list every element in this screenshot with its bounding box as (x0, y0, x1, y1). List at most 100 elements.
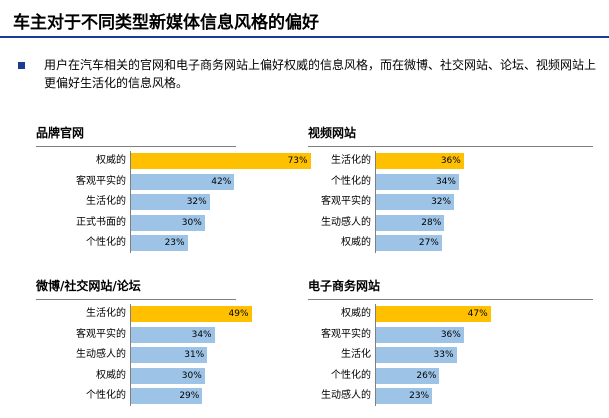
bar-value-label: 30% (181, 217, 202, 228)
description-text: 用户在汽车相关的官网和电子商务网站上偏好权威的信息风格，而在微博、社交网站、论坛… (44, 58, 597, 90)
bar (131, 306, 252, 322)
bar-value-label: 29% (179, 391, 200, 401)
bar-value-label: 23% (164, 238, 185, 248)
chart-title-divider (308, 146, 593, 147)
bar-row: 个性化的 26% (308, 367, 570, 384)
bar (131, 326, 215, 343)
category-label: 客观平实的 (76, 328, 126, 340)
bar-value-label: 33% (433, 350, 454, 360)
bar-row: 客观平实的 34% (36, 326, 327, 343)
category-label: 个性化的 (331, 175, 371, 187)
chart-video-website: 视频网站生活化的 36% 个性化的 34% 客观平实的 32% 生动感人的 28% 权威的 27% (308, 124, 593, 259)
bar-row: 客观平实的 36% (308, 326, 570, 343)
bar (131, 153, 311, 169)
category-label: 权威的 (96, 155, 126, 166)
title-divider (0, 36, 609, 38)
category-label: 生活化的 (86, 308, 126, 319)
bar-value-label: 32% (186, 197, 207, 207)
bar-value-label: 47% (467, 309, 488, 319)
category-label: 个性化的 (331, 369, 371, 381)
bullet-square-icon (18, 62, 25, 69)
bar (131, 347, 208, 363)
bar (376, 235, 442, 251)
bar-row: 客观平实的 32% (308, 194, 570, 210)
bar-row: 生动感人的 31% (36, 347, 327, 363)
bar-value-label: 26% (416, 370, 437, 381)
chart-title-divider (36, 146, 236, 147)
bar-row: 生活化 33% (308, 347, 570, 363)
chart-title-divider (36, 299, 236, 300)
bar (131, 388, 203, 404)
bar (131, 214, 205, 231)
bar (376, 367, 440, 384)
bar-value-label: 32% (431, 197, 452, 207)
bar-value-label: 73% (287, 156, 308, 166)
category-label: 权威的 (96, 369, 126, 381)
category-label: 个性化的 (86, 237, 126, 248)
category-label: 生动感人的 (321, 216, 371, 228)
category-label: 客观平实的 (321, 328, 371, 340)
bar-value-label: 27% (418, 238, 439, 248)
bar-row: 生动感人的 28% (308, 214, 570, 231)
bar (376, 153, 464, 169)
category-label: 生活化的 (331, 155, 371, 166)
chart-ecommerce-website: 电子商务网站权威的 47% 客观平实的 36% 生活化 33% 个性化的 26% 生动感人的 23… (308, 277, 593, 412)
bar-row: 生活化的 36% (308, 153, 570, 169)
bar (376, 326, 464, 343)
bar (131, 235, 188, 251)
bar-row: 个性化的 34% (308, 173, 570, 190)
bar (131, 173, 235, 190)
category-label: 生动感人的 (76, 349, 126, 360)
bar-row: 生活化的 49% (36, 306, 327, 322)
bar-value-label: 34% (435, 176, 456, 187)
category-label: 生活化的 (86, 196, 126, 207)
bar (131, 194, 210, 210)
bar (131, 367, 205, 384)
category-axis-line (375, 151, 376, 253)
chart-title: 品牌官网 (36, 126, 85, 140)
bar-row: 权威的 47% (308, 306, 570, 322)
bar (376, 347, 457, 363)
bar-row: 客观平实的 42% (36, 173, 327, 190)
bar-value-label: 30% (181, 370, 202, 381)
chart-title: 微博/社交网站/论坛 (36, 279, 141, 293)
bar-row: 权威的 73% (36, 153, 327, 169)
bar (376, 306, 491, 322)
category-label: 正式书面的 (76, 216, 126, 228)
chart-title: 视频网站 (308, 126, 357, 140)
bar-value-label: 23% (409, 391, 430, 401)
chart-brand-website: 品牌官网权威的 73% 客观平实的 42% 生活化的 32% 正式书面的 30% 个性化的 23% (36, 124, 327, 259)
bar-value-label: 28% (421, 217, 442, 228)
category-label: 生动感人的 (321, 390, 371, 401)
bar (376, 194, 455, 210)
bar-row: 个性化的 23% (36, 235, 327, 251)
category-label: 客观平实的 (321, 196, 371, 207)
bar (376, 214, 445, 231)
bar (376, 173, 459, 190)
category-label: 权威的 (341, 308, 371, 319)
category-label: 客观平实的 (76, 175, 126, 187)
bar-row: 权威的 30% (36, 367, 327, 384)
bar-value-label: 34% (191, 329, 212, 340)
category-axis-line (375, 304, 376, 406)
bar-row: 正式书面的 30% (36, 214, 327, 231)
bar-value-label: 42% (211, 176, 232, 187)
bar-value-label: 31% (184, 350, 205, 360)
category-label: 个性化的 (86, 390, 126, 401)
bar-row: 权威的 27% (308, 235, 570, 251)
page-title: 车主对于不同类型新媒体信息风格的偏好 (13, 13, 319, 33)
bar (376, 388, 433, 404)
bar-row: 生动感人的 23% (308, 388, 570, 404)
bar-row: 个性化的 29% (36, 388, 327, 404)
bar-value-label: 36% (440, 329, 461, 340)
bar-row: 生活化的 32% (36, 194, 327, 210)
bar-value-label: 49% (228, 309, 249, 319)
chart-title: 电子商务网站 (308, 279, 381, 293)
category-label: 生活化 (341, 349, 371, 360)
chart-weibo-social-forum: 微博/社交网站/论坛生活化的 49% 客观平实的 34% 生动感人的 31% 权威的 30% 个… (36, 277, 327, 412)
category-axis-line (130, 151, 131, 253)
chart-title-divider (308, 299, 593, 300)
category-label: 权威的 (341, 237, 371, 248)
bar-value-label: 36% (440, 156, 461, 166)
category-axis-line (130, 304, 131, 406)
